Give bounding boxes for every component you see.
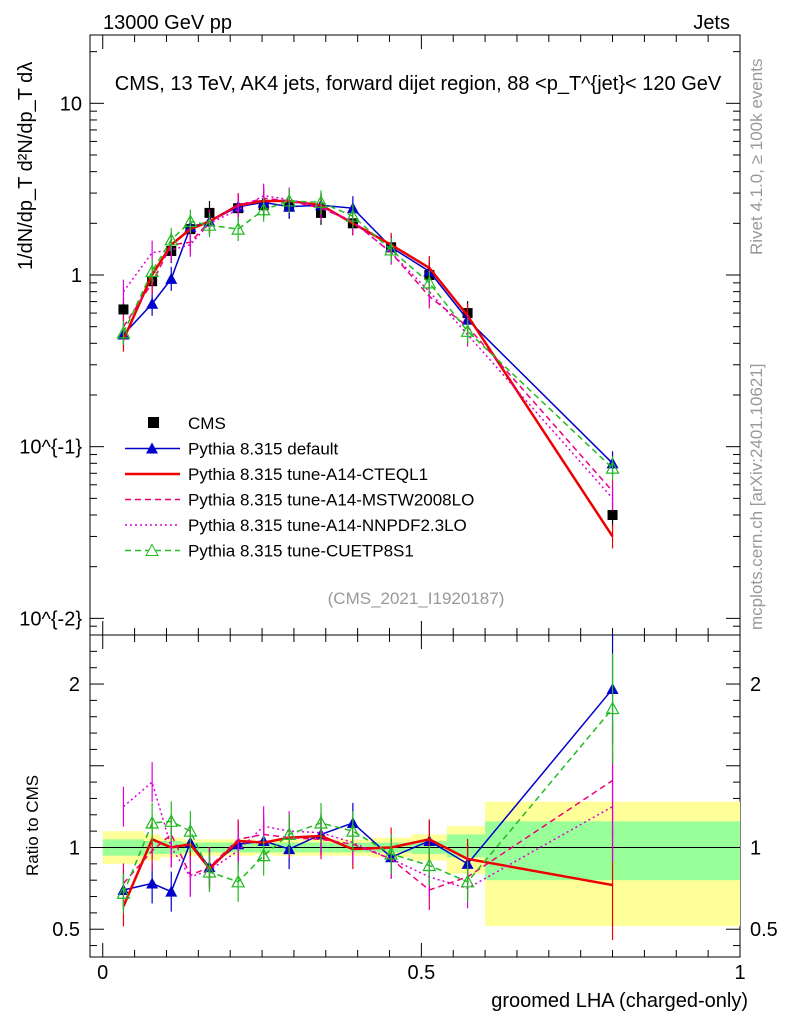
series-marker — [145, 264, 160, 277]
ratio-series-line — [122, 780, 613, 890]
rivet-label: Rivet 4.1.0, ≥ 100k events — [747, 59, 766, 255]
ratio-series-layer — [116, 633, 620, 941]
series-marker — [116, 325, 131, 339]
ratio-y-label: Ratio to CMS — [23, 775, 42, 876]
ratio-y-tick-label: 2 — [69, 674, 80, 696]
legend-label: Pythia 8.315 tune-A14-CTEQL1 — [188, 465, 428, 484]
ratio-y-axis: 0.5 0.5 1 1 2 2 — [52, 650, 778, 947]
main-series-layer — [116, 183, 620, 549]
series-marker — [345, 823, 360, 837]
ratio-plot-frame — [89, 634, 741, 958]
main-series-line — [122, 194, 614, 499]
series-marker — [231, 221, 246, 235]
series-marker — [165, 272, 178, 284]
legend-label: Pythia 8.315 tune-A14-MSTW2008LO — [188, 491, 474, 510]
ratio-series-line — [122, 708, 614, 894]
series-marker — [605, 460, 620, 474]
x-tick-label: 0 — [97, 962, 108, 984]
series-marker — [384, 242, 399, 256]
main-series-line — [122, 200, 614, 469]
ratio-uncertainty-bands — [90, 801, 740, 926]
series-marker — [422, 858, 437, 872]
main-y-tick-label: 10^{-2} — [19, 608, 82, 630]
series-marker — [282, 827, 297, 841]
ratio-y-tick-label-right: 1 — [750, 837, 761, 859]
series-marker — [422, 275, 437, 289]
legend-marker — [145, 543, 159, 556]
ratio-y-tick-label: 1 — [69, 837, 80, 859]
legend: CMS Pythia 8.315 default Pythia 8.315 tune… — [125, 414, 474, 561]
legend-marker — [148, 417, 159, 428]
series-marker — [183, 214, 198, 228]
analysis-tag: (CMS_2021_I1920187) — [328, 589, 505, 608]
main-y-tick-label: 10^{-1} — [19, 437, 82, 459]
series-marker — [145, 815, 160, 829]
main-y-label: 1/dN/dp_T d²N/dp_T dλ — [15, 62, 37, 270]
series-marker — [605, 701, 620, 715]
cms-data-point — [118, 304, 129, 315]
series-marker — [183, 823, 198, 837]
ratio-y-tick-label: 0.5 — [52, 919, 80, 941]
x-axis-label: groomed LHA (charged-only) — [491, 990, 748, 1012]
main-plot-title: CMS, 13 TeV, AK4 jets, forward dijet reg… — [115, 73, 722, 95]
stat-uncertainty-band — [446, 834, 486, 858]
legend-label: CMS — [188, 414, 226, 433]
ratio-series-line — [122, 779, 613, 891]
main-series-line — [122, 201, 614, 464]
series-marker — [116, 886, 131, 899]
series-marker — [202, 864, 217, 878]
ratio-y-tick-label-right: 2 — [750, 674, 761, 696]
legend-label: Pythia 8.315 tune-A14-NNPDF2.3LO — [188, 516, 467, 535]
series-marker — [256, 202, 271, 216]
ratio-series-line — [122, 834, 613, 907]
series-marker — [460, 874, 475, 888]
cms-data-point — [607, 510, 618, 520]
main-series-line — [122, 197, 614, 492]
series-marker — [282, 193, 297, 207]
legend-label: Pythia 8.315 default — [188, 440, 339, 459]
legend-label: Pythia 8.315 tune-CUETP8S1 — [188, 542, 414, 561]
series-marker — [231, 874, 246, 888]
header-right: Jets — [693, 12, 730, 34]
header-left: 13000 GeV pp — [103, 12, 232, 34]
series-marker — [384, 846, 399, 860]
main-series-line — [122, 199, 614, 538]
legend-marker — [146, 442, 158, 454]
series-marker — [202, 217, 217, 231]
main-y-axis: 10^{-2} 10^{-1} 1 10 — [19, 51, 740, 636]
mcplots-label: mcplots.cern.ch [arXiv:2401.10621] — [747, 364, 766, 630]
ratio-y-tick-label-right: 0.5 — [750, 919, 778, 941]
series-marker — [164, 232, 179, 246]
main-y-tick-label: 10 — [60, 93, 82, 115]
main-y-tick-label: 1 — [71, 265, 82, 287]
series-marker — [256, 848, 271, 862]
series-marker — [146, 877, 159, 889]
series-marker — [313, 195, 329, 208]
series-marker — [345, 208, 360, 222]
series-marker — [313, 815, 329, 829]
series-marker — [146, 297, 159, 309]
series-marker — [164, 814, 179, 827]
x-tick-label: 1 — [734, 962, 745, 984]
series-marker — [460, 324, 475, 337]
series-marker — [165, 885, 178, 897]
x-tick-label: 0.5 — [407, 962, 435, 984]
